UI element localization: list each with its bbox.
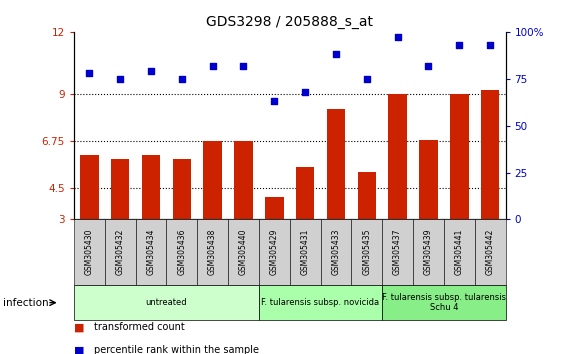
Point (270, 98, 279, 104)
Bar (296, 167, 314, 219)
Text: GSM305433: GSM305433 (332, 229, 340, 275)
Point (455, 42, 464, 48)
Point (300, 89, 310, 95)
Text: GSM305430: GSM305430 (85, 229, 94, 275)
Point (147, 68, 156, 74)
Point (424, 63, 433, 68)
Bar (141, 155, 160, 219)
Text: F. tularensis subsp. tularensis
Schu 4: F. tularensis subsp. tularensis Schu 4 (382, 293, 506, 312)
Text: GSM305441: GSM305441 (455, 229, 463, 275)
Point (85, 70, 94, 76)
Bar (389, 95, 407, 219)
Bar (327, 109, 345, 219)
Bar (173, 159, 191, 219)
Point (393, 35, 402, 40)
Bar (357, 172, 376, 219)
Point (239, 63, 248, 68)
Text: GSM305432: GSM305432 (116, 229, 124, 275)
Point (331, 52, 340, 57)
Point (177, 76, 186, 81)
Text: GSM305440: GSM305440 (239, 229, 248, 275)
Bar (481, 90, 499, 219)
Bar (419, 140, 438, 219)
Text: ■: ■ (74, 322, 84, 332)
Text: transformed count: transformed count (94, 322, 185, 332)
Point (208, 63, 217, 68)
Bar (265, 196, 283, 219)
Title: GDS3298 / 205888_s_at: GDS3298 / 205888_s_at (206, 16, 373, 29)
Text: GSM305438: GSM305438 (208, 229, 217, 275)
Text: GSM305436: GSM305436 (177, 229, 186, 275)
Text: F. tularensis subsp. novicida: F. tularensis subsp. novicida (261, 298, 379, 307)
Text: GSM305434: GSM305434 (147, 229, 156, 275)
Bar (111, 159, 130, 219)
Text: GSM305431: GSM305431 (300, 229, 310, 275)
Text: percentile rank within the sample: percentile rank within the sample (94, 346, 258, 354)
Point (115, 76, 124, 81)
Text: ■: ■ (74, 346, 84, 354)
Text: GSM305437: GSM305437 (393, 229, 402, 275)
Text: GSM305442: GSM305442 (486, 229, 495, 275)
Text: GSM305429: GSM305429 (270, 229, 279, 275)
Point (362, 76, 371, 81)
Bar (203, 141, 222, 219)
Point (486, 42, 495, 48)
Bar (234, 141, 253, 219)
Text: GSM305439: GSM305439 (424, 229, 433, 275)
Text: untreated: untreated (145, 298, 187, 307)
Text: GSM305435: GSM305435 (362, 229, 371, 275)
Bar (450, 95, 469, 219)
Text: infection: infection (3, 298, 48, 308)
Bar (80, 155, 98, 219)
